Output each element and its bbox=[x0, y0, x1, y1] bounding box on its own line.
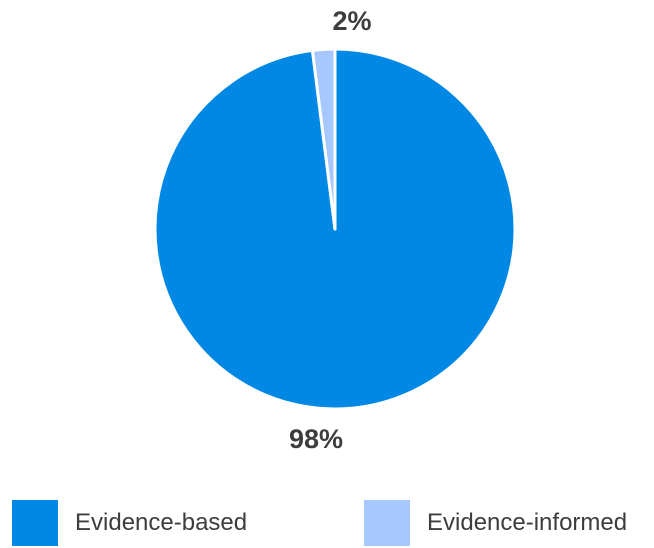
legend-swatch-evidence-based bbox=[12, 500, 58, 546]
legend-swatch-evidence-informed bbox=[364, 500, 410, 546]
legend-label-evidence-based: Evidence-based bbox=[75, 509, 248, 536]
legend-item-evidence-based[interactable]: Evidence-based bbox=[12, 500, 247, 546]
pie-data-labels: 98% 2% bbox=[289, 6, 372, 454]
legend-label-evidence-informed: Evidence-informed bbox=[427, 509, 628, 536]
legend-item-evidence-informed[interactable]: Evidence-informed bbox=[364, 500, 627, 546]
pie-slice-evidence-informed[interactable] bbox=[310, 47, 337, 231]
pie-slices bbox=[153, 47, 517, 411]
data-label-evidence-informed: 2% bbox=[332, 6, 371, 36]
legend: Evidence-based Evidence-informed bbox=[12, 500, 654, 546]
data-label-evidence-based: 98% bbox=[289, 424, 343, 454]
